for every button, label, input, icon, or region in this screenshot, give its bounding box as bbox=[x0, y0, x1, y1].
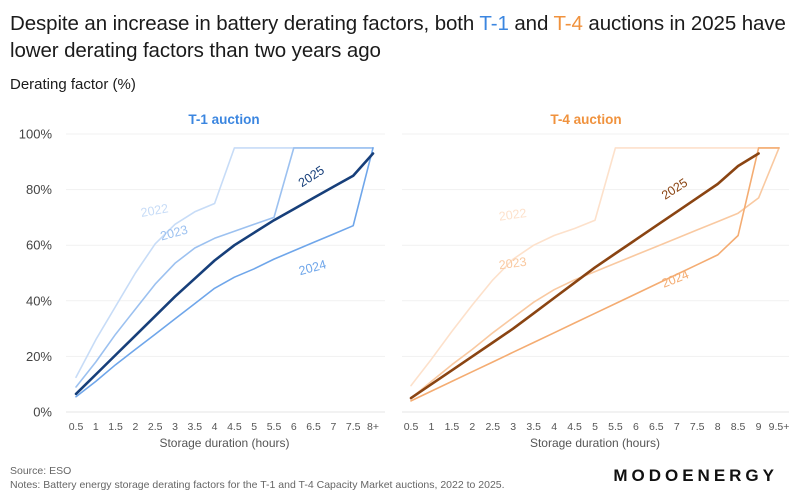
panel-t4-x-tick-label: 7.5 bbox=[690, 421, 705, 433]
panel-t4-x-tick-label: 0.5 bbox=[404, 421, 419, 433]
panel-t4-x-tick-label: 5.5 bbox=[608, 421, 623, 433]
panel-t4-x-tick-label: 8.5 bbox=[731, 421, 746, 433]
source-note: Source: ESO bbox=[10, 465, 72, 477]
panel-t1-x-tick-label: 1.5 bbox=[108, 421, 123, 433]
panel-t1-x-tick-label: 0.5 bbox=[69, 421, 84, 433]
panel-t4-x-tick-label: 6.5 bbox=[649, 421, 664, 433]
panel-t1-x-tick-label: 8+ bbox=[367, 421, 379, 433]
panel-t4-x-tick-label: 1.5 bbox=[445, 421, 460, 433]
panel-t4-x-tick-label: 4.5 bbox=[567, 421, 582, 433]
panel-t1-series-2023 bbox=[75, 147, 374, 388]
panel-t4-x-tick-label: 9.5+ bbox=[769, 421, 790, 433]
panel-t4-x-tick-label: 9 bbox=[756, 421, 762, 433]
title-prefix: Despite an increase in battery derating … bbox=[10, 12, 480, 35]
panel-t4-x-tick-label: 2.5 bbox=[485, 421, 500, 433]
panel-t1-x-axis-title: Storage duration (hours) bbox=[159, 436, 289, 450]
panel-t1-label-2024: 2024 bbox=[297, 257, 328, 278]
panel-t1-x-tick-label: 6.5 bbox=[306, 421, 321, 433]
panel-t4-x-tick-label: 5 bbox=[592, 421, 598, 433]
panel-t1-y-tick-label: 100% bbox=[19, 127, 53, 142]
panel-t1-x-tick-label: 4 bbox=[212, 421, 218, 433]
panel-t1-title: T-1 auction bbox=[188, 112, 259, 127]
panel-t1-series-2022 bbox=[75, 147, 374, 379]
title-t1-highlight: T-1 bbox=[479, 12, 509, 35]
panel-t1-label-2022: 2022 bbox=[140, 201, 170, 220]
panel-t1-x-tick-label: 3.5 bbox=[187, 421, 202, 433]
panel-t1-y-tick-label: 80% bbox=[26, 182, 52, 197]
panel-t4-x-tick-label: 3.5 bbox=[526, 421, 541, 433]
panel-t1-x-tick-label: 2 bbox=[132, 421, 138, 433]
panel-t4-series-2023 bbox=[410, 147, 780, 399]
panel-t1-series-2024 bbox=[75, 147, 374, 398]
panel-t4-x-tick-label: 1 bbox=[429, 421, 435, 433]
panel-t4-x-tick-label: 8 bbox=[715, 421, 721, 433]
chart-title: Despite an increase in battery derating … bbox=[10, 10, 790, 64]
panel-t1-label-2025: 2025 bbox=[296, 163, 327, 190]
panel-t4-label-2023: 2023 bbox=[498, 255, 528, 273]
panel-t1-x-tick-label: 5 bbox=[251, 421, 257, 433]
panel-t4-series-2025 bbox=[409, 152, 760, 400]
panel-t1-x-tick-label: 4.5 bbox=[227, 421, 242, 433]
panel-t4-label-2024: 2024 bbox=[660, 267, 691, 290]
title-suffix: auctions in 2025 have lower derating fac… bbox=[10, 12, 786, 62]
panel-t1-label-2023: 2023 bbox=[159, 223, 190, 244]
panel-t4-x-tick-label: 6 bbox=[633, 421, 639, 433]
panel-t4-title: T-4 auction bbox=[550, 112, 621, 127]
panel-t4-label-2025: 2025 bbox=[659, 176, 690, 203]
panel-t1-series-2025 bbox=[74, 152, 375, 396]
panel-t1-y-tick-label: 20% bbox=[26, 349, 52, 364]
panel-t1-x-tick-label: 6 bbox=[291, 421, 297, 433]
panel-t1-y-tick-label: 0% bbox=[33, 405, 52, 420]
panel-t1-x-tick-label: 7.5 bbox=[346, 421, 361, 433]
panel-t4-x-tick-label: 7 bbox=[674, 421, 680, 433]
panel-t4-label-2022: 2022 bbox=[498, 206, 528, 224]
panel-t1-x-tick-label: 7 bbox=[330, 421, 336, 433]
panel-t4-x-tick-label: 4 bbox=[551, 421, 557, 433]
notes: Notes: Battery energy storage derating f… bbox=[10, 479, 505, 491]
panel-t4-x-tick-label: 2 bbox=[469, 421, 475, 433]
brand-logo: MODOENERGY bbox=[613, 466, 778, 485]
panel-t1-y-tick-label: 40% bbox=[26, 293, 52, 308]
panel-t1-x-tick-label: 1 bbox=[93, 421, 99, 433]
panel-t4-series-2022 bbox=[410, 147, 780, 387]
panel-t1-x-tick-label: 5.5 bbox=[267, 421, 282, 433]
panel-t4-series-2024 bbox=[410, 147, 780, 402]
title-middle: and bbox=[508, 12, 554, 35]
panel-t1-y-tick-label: 60% bbox=[26, 238, 52, 253]
panel-t1-x-tick-label: 3 bbox=[172, 421, 178, 433]
panel-t1-x-tick-label: 2.5 bbox=[148, 421, 163, 433]
footer: Source: ESO Notes: Battery energy storag… bbox=[10, 464, 505, 492]
title-t4-highlight: T-4 bbox=[553, 12, 583, 35]
y-axis-label: Derating factor (%) bbox=[10, 76, 136, 93]
panel-t4-x-tick-label: 3 bbox=[510, 421, 516, 433]
panel-t4-x-axis-title: Storage duration (hours) bbox=[530, 436, 660, 450]
